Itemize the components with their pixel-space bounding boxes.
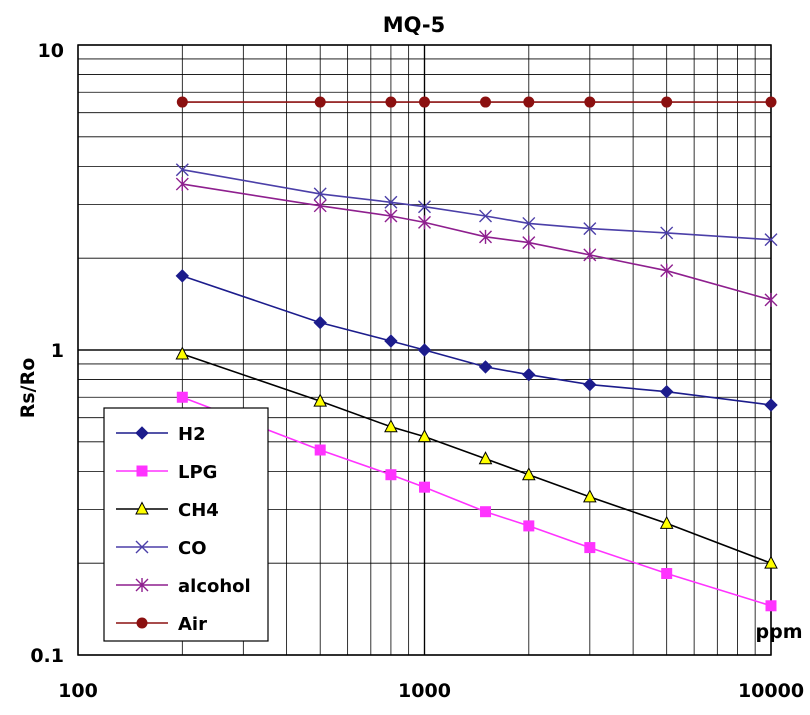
data-point-lpg [480,506,492,518]
legend-box [103,407,269,642]
chart-title: MQ-5 [383,13,445,37]
data-point-co [418,200,431,214]
legend-marker-h2 [135,426,149,440]
data-point-h2 [417,343,432,357]
data-point-alcohol [384,209,398,224]
data-point-h2 [175,269,190,283]
x-tick-label: 100 [58,680,98,702]
legend-marker-lpg [136,465,148,477]
data-point-air [314,96,326,108]
data-point-alcohol [479,229,493,244]
legend-label-alcohol: alcohol [178,576,251,597]
legend-label-lpg: LPG [178,462,217,483]
data-point-h2 [659,384,674,399]
tick-labels: 100 1000 10000 0.1 1 10 [30,40,804,702]
x-tick-label: 10000 [738,680,804,702]
data-point-air [765,96,777,108]
legend-entry-air: Air [116,614,207,635]
data-point-co [175,163,189,177]
legend-label-h2: H2 [178,424,206,445]
data-point-lpg [314,444,326,456]
y-tick-label: 0.1 [30,645,64,667]
data-point-air [385,96,397,108]
series-line-h2 [182,275,772,406]
plot-area-border [77,44,772,656]
data-point-lpg [523,520,535,532]
data-point-air [523,96,535,108]
data-point-lpg [584,542,596,554]
data-point-co [384,195,398,209]
data-point-alcohol [660,263,674,278]
data-point-air [176,96,188,108]
data-point-ch4 [417,429,432,443]
data-point-alcohol [418,215,431,230]
data-point-alcohol [522,235,536,250]
series-alcohol [175,177,778,307]
series-layer [175,96,778,612]
y-tick-label: 1 [51,340,64,362]
data-point-lpg [419,481,430,493]
legend-marker-co [135,540,149,554]
data-point-ch4 [582,489,597,503]
data-point-co [313,187,327,201]
data-point-co [660,226,674,240]
data-point-lpg [765,600,777,612]
data-point-h2 [478,360,493,374]
legend-entry-co: CO [116,538,207,559]
data-point-alcohol [175,177,189,192]
legend-label-co: CO [178,538,207,559]
y-axis-label: Rs/Ro [17,358,39,419]
data-point-ch4 [764,555,778,569]
data-point-co [522,216,536,230]
data-point-alcohol [583,247,597,262]
data-point-co [764,233,778,247]
series-h2 [175,269,778,412]
legend-marker-ch4 [135,501,149,515]
data-point-ch4 [478,451,493,465]
series-line-lpg [182,396,772,607]
data-point-ch4 [521,467,536,481]
series-line-ch4 [182,353,772,564]
series-line-alcohol [182,183,772,301]
data-point-alcohol [764,292,778,307]
data-point-h2 [313,315,327,330]
data-point-alcohol [313,198,327,213]
series-ch4 [175,346,778,569]
legend-entry-lpg: LPG [116,462,217,483]
legend-entry-alcohol: alcohol [116,576,251,597]
data-point-h2 [522,367,536,382]
legend-marker-alcohol [135,578,149,592]
data-point-ch4 [384,419,398,433]
legend-label-ch4: CH4 [178,500,219,521]
y-tick-label: 10 [38,40,64,62]
data-point-air [419,96,430,108]
data-point-h2 [384,334,398,348]
x-axis-label: ppm [756,621,803,643]
series-co [175,163,778,247]
data-point-air [661,96,673,108]
data-point-co [583,222,597,236]
data-point-h2 [764,398,778,412]
data-point-air [480,96,492,108]
legend-entry-ch4: CH4 [116,500,219,521]
x-tick-label: 1000 [398,680,451,702]
series-air [176,96,777,108]
legend-marker-air [136,617,148,629]
data-point-ch4 [659,515,674,529]
data-point-h2 [583,377,597,392]
legend: H2 LPG CH4 CO alcohol Air [103,407,269,642]
data-point-lpg [176,391,188,403]
data-point-air [584,96,596,108]
data-point-ch4 [313,393,328,407]
series-lpg [176,391,777,612]
legend-label-air: Air [178,614,207,635]
data-point-lpg [385,469,397,481]
data-point-co [479,209,493,223]
legend-entry-h2: H2 [116,424,206,445]
data-point-ch4 [175,346,190,360]
data-point-lpg [661,568,673,580]
